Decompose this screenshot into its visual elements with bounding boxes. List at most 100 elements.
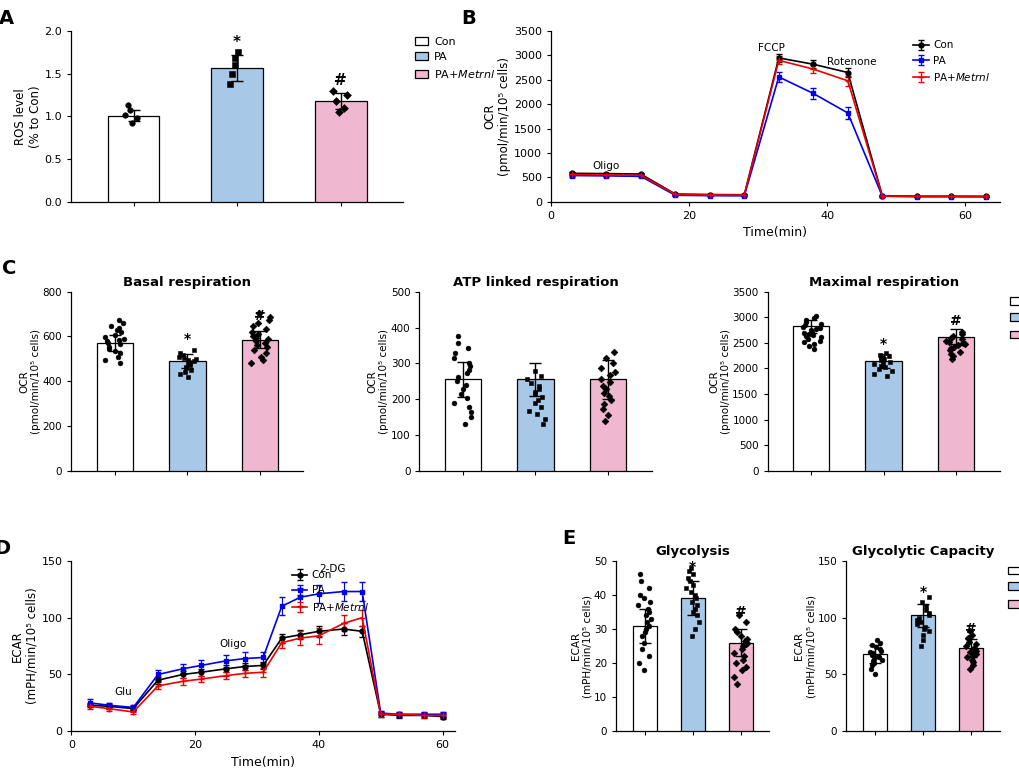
Point: [97, 331, 113, 343]
Point: [732, 629, 748, 642]
Point: [862, 663, 878, 675]
Point: [597, 352, 613, 364]
Point: [248, 331, 264, 344]
Point: [864, 657, 880, 669]
Point: [449, 330, 466, 342]
Text: *: *: [233, 35, 240, 50]
Point: [110, 335, 126, 347]
Point: [680, 565, 696, 577]
Y-axis label: OCR
(pmol/min/10⁵ cells): OCR (pmol/min/10⁵ cells): [19, 329, 42, 433]
Point: [594, 380, 610, 392]
Point: [872, 654, 889, 666]
Point: [912, 640, 928, 652]
Point: [445, 352, 462, 364]
Point: [943, 331, 959, 344]
Point: [910, 612, 926, 624]
Point: [731, 609, 747, 622]
Point: [632, 575, 648, 587]
Point: [98, 335, 114, 348]
Point: [953, 326, 969, 338]
Point: [944, 350, 960, 363]
Bar: [862, 654, 887, 731]
Point: [112, 357, 128, 370]
Point: [967, 638, 983, 650]
Point: [101, 340, 117, 352]
Point: [462, 360, 478, 373]
Text: B: B: [461, 9, 476, 28]
Point: [259, 333, 275, 345]
Point: [534, 391, 550, 404]
Point: [460, 342, 476, 355]
Point: [804, 329, 820, 342]
Point: [115, 317, 131, 329]
Bar: [108, 115, 159, 202]
Point: [944, 353, 960, 366]
Point: [640, 606, 656, 619]
Text: Oligo: Oligo: [220, 640, 247, 650]
Point: [942, 344, 958, 356]
Point: [686, 623, 702, 636]
Point: [119, 99, 136, 111]
Point: [518, 373, 534, 386]
Point: [100, 337, 116, 349]
Point: [963, 629, 979, 641]
Point: [181, 356, 198, 368]
Point: [528, 408, 544, 420]
Point: [964, 650, 980, 663]
Point: [878, 370, 895, 382]
Point: [874, 356, 891, 369]
Legend: Con, PA, PA+$\it{Metrnl}$: Con, PA, PA+$\it{Metrnl}$: [287, 566, 372, 617]
Point: [601, 376, 618, 388]
Point: [942, 348, 958, 360]
Point: [863, 639, 879, 651]
Text: C: C: [2, 259, 16, 278]
Point: [680, 572, 696, 584]
Point: [262, 310, 278, 323]
Point: [461, 401, 477, 413]
Point: [872, 354, 889, 366]
Point: [735, 650, 751, 663]
Point: [526, 388, 542, 401]
Bar: [728, 643, 752, 731]
Point: [797, 316, 813, 328]
Point: [954, 328, 970, 341]
Text: *: *: [918, 586, 925, 600]
Point: [685, 579, 701, 591]
Point: [864, 654, 880, 667]
Point: [463, 405, 479, 418]
Point: [107, 345, 123, 357]
Point: [861, 646, 877, 658]
Point: [912, 616, 928, 629]
Point: [251, 307, 267, 319]
Point: [951, 345, 967, 358]
Text: #: #: [254, 309, 266, 323]
Point: [602, 394, 619, 406]
Point: [908, 614, 924, 626]
Bar: [97, 343, 132, 471]
Point: [870, 363, 887, 376]
Point: [729, 678, 745, 690]
Point: [257, 337, 273, 349]
Point: [864, 648, 880, 661]
Point: [961, 646, 977, 658]
Point: [259, 341, 275, 353]
Point: [605, 345, 622, 358]
Text: E: E: [561, 529, 575, 548]
Title: ATP linked respiration: ATP linked respiration: [452, 276, 618, 289]
Point: [338, 89, 355, 101]
Title: Basal respiration: Basal respiration: [123, 276, 251, 289]
Point: [964, 659, 980, 671]
Point: [953, 333, 969, 345]
Point: [803, 325, 819, 338]
Point: [634, 629, 650, 642]
Point: [179, 353, 196, 366]
Point: [117, 108, 133, 121]
Point: [636, 636, 652, 649]
Text: FCCP: FCCP: [757, 43, 785, 53]
Point: [324, 85, 340, 97]
Point: [797, 314, 813, 326]
Point: [865, 358, 881, 370]
Bar: [517, 380, 553, 471]
Point: [112, 347, 128, 359]
Point: [595, 387, 611, 399]
